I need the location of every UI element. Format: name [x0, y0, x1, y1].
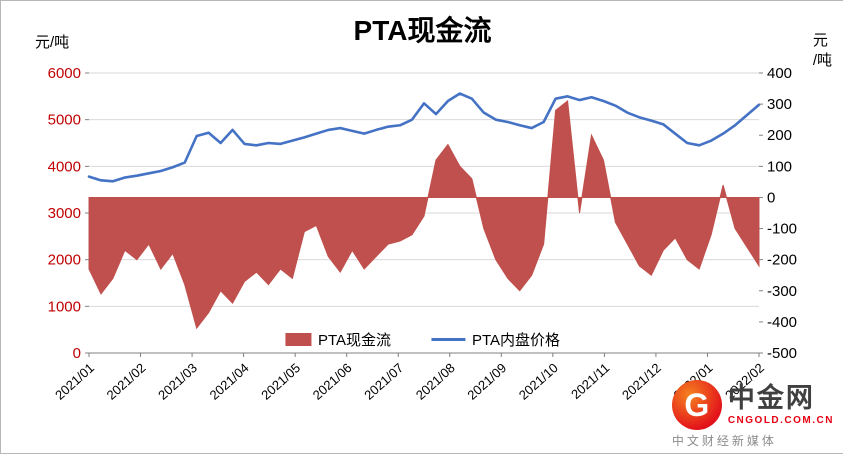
x-axis-tick-label: 2021/08 — [413, 360, 458, 403]
right-axis-unit-label: 元 /吨 — [813, 31, 832, 72]
legend-item-cashflow: PTA现金流 — [284, 329, 391, 350]
cngold-logo-icon: G — [671, 380, 722, 430]
left-axis-tick-label: 0 — [73, 345, 81, 362]
x-axis-tick-label: 2021/03 — [155, 360, 200, 403]
x-axis-tick-label: 2021/02 — [104, 360, 149, 403]
right-axis-tick-label: -300 — [767, 283, 797, 300]
legend: PTA现金流 PTA内盘价格 — [284, 329, 560, 350]
left-axis-tick-label: 5000 — [48, 112, 81, 129]
x-axis-tick-label: 2021/10 — [516, 360, 561, 403]
right-axis-tick-label: -200 — [767, 252, 797, 269]
x-axis-tick-label: 2021/07 — [361, 360, 406, 403]
right-axis-tick-label: 0 — [767, 189, 775, 206]
cashflow-swatch-icon — [284, 333, 311, 346]
x-axis-tick-label: 2021/05 — [258, 360, 303, 403]
right-axis-tick-label: -500 — [767, 345, 797, 362]
left-axis-tick-label: 1000 — [48, 298, 81, 315]
right-axis-tick-label: -400 — [767, 314, 797, 331]
right-axis-tick-label: 400 — [767, 65, 792, 82]
chart-title: PTA现金流 — [353, 15, 492, 46]
x-axis-tick-label: 2021/04 — [207, 360, 252, 403]
right-axis-unit-line1: 元 — [812, 32, 828, 49]
legend-label-price: PTA内盘价格 — [472, 332, 561, 349]
left-axis-tick-label: 2000 — [48, 252, 81, 269]
left-axis-tick-label: 4000 — [48, 158, 81, 175]
left-axis-tick-label: 6000 — [48, 65, 81, 82]
right-axis-tick-label: 200 — [767, 127, 792, 144]
left-axis-unit-label: 元/吨 — [35, 34, 70, 51]
right-axis-unit-line2: /吨 — [812, 52, 832, 70]
cashflow-area-series — [88, 100, 760, 330]
logo-row: G 中金网 CNGOLD.COM.CN — [671, 380, 834, 430]
logo-text: 中金网 CNGOLD.COM.CN — [727, 382, 834, 427]
legend-item-price: PTA内盘价格 — [431, 329, 560, 350]
price-line-swatch-icon — [431, 338, 465, 341]
legend-label-cashflow: PTA现金流 — [317, 332, 391, 349]
price-line-series — [87, 92, 761, 183]
x-axis-tick-label: 2021/06 — [310, 360, 355, 403]
logo-name: 中金网 — [727, 382, 815, 413]
left-axis-tick-label: 3000 — [48, 205, 81, 222]
x-axis-tick-label: 2021/09 — [464, 360, 509, 403]
logo-domain: CNGOLD.COM.CN — [727, 415, 834, 427]
x-axis-tick-label: 2021/12 — [619, 360, 664, 403]
right-axis-tick-label: 300 — [767, 96, 792, 113]
right-axis-tick-label: -100 — [767, 221, 797, 238]
right-axis-tick-label: 100 — [767, 158, 792, 175]
x-axis-tick-label: 2021/11 — [568, 360, 612, 402]
logo-tagline: 中文财经新媒体 — [671, 434, 777, 448]
x-axis-tick-label: 2021/01 — [52, 360, 97, 403]
cngold-watermark: G 中金网 CNGOLD.COM.CN 中文财经新媒体 — [671, 380, 834, 449]
